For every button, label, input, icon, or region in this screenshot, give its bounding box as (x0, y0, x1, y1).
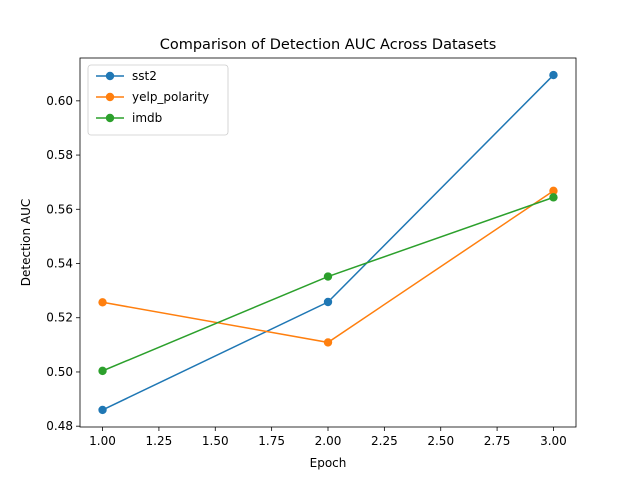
x-tick-label: 3.00 (540, 434, 567, 448)
y-tick-label: 0.52 (46, 311, 73, 325)
data-point (98, 405, 107, 415)
y-tick-label: 0.50 (46, 365, 73, 379)
series-yelp_polarity (98, 186, 558, 347)
x-tick-label: 1.50 (202, 434, 229, 448)
legend-marker (105, 92, 115, 102)
series-layer (98, 70, 558, 415)
legend-label: sst2 (132, 69, 157, 83)
y-tick-label: 0.54 (46, 257, 73, 271)
data-point (98, 298, 107, 307)
x-tick-label: 1.25 (146, 434, 173, 448)
data-point (323, 338, 333, 347)
x-axis: 1.00 1.25 1.50 1.75 2.00 2.25 2.50 2.75 3.00 (89, 427, 567, 448)
data-point (98, 366, 107, 376)
data-point (549, 70, 558, 80)
legend-label: yelp_polarity (132, 90, 209, 104)
legend-item: imdb (96, 111, 162, 125)
legend-label: imdb (132, 111, 162, 125)
data-point (549, 193, 558, 202)
data-point (323, 297, 333, 307)
x-axis-label: Epoch (310, 456, 347, 470)
x-tick-label: 2.00 (315, 434, 342, 448)
series-sst2 (98, 70, 558, 415)
y-tick-label: 0.48 (46, 419, 73, 433)
legend-item: yelp_polarity (96, 90, 209, 104)
y-axis: 0.48 0.50 0.52 0.54 0.56 0.58 0.60 (46, 94, 80, 433)
y-tick-label: 0.60 (46, 94, 73, 108)
y-axis-label: Detection AUC (19, 199, 33, 286)
series-imdb (98, 193, 558, 376)
legend-marker (105, 113, 115, 123)
legend-item: sst2 (96, 69, 157, 83)
x-tick-label: 1.00 (89, 434, 116, 448)
x-tick-label: 2.75 (484, 434, 511, 448)
data-point (549, 186, 558, 196)
y-tick-label: 0.56 (46, 202, 73, 216)
y-tick-label: 0.58 (46, 148, 73, 162)
x-tick-label: 1.75 (258, 434, 285, 448)
x-tick-label: 2.25 (371, 434, 398, 448)
x-tick-label: 2.50 (427, 434, 454, 448)
data-point (323, 272, 333, 281)
chart-title: Comparison of Detection AUC Across Datas… (160, 37, 497, 53)
legend-marker (105, 71, 115, 81)
